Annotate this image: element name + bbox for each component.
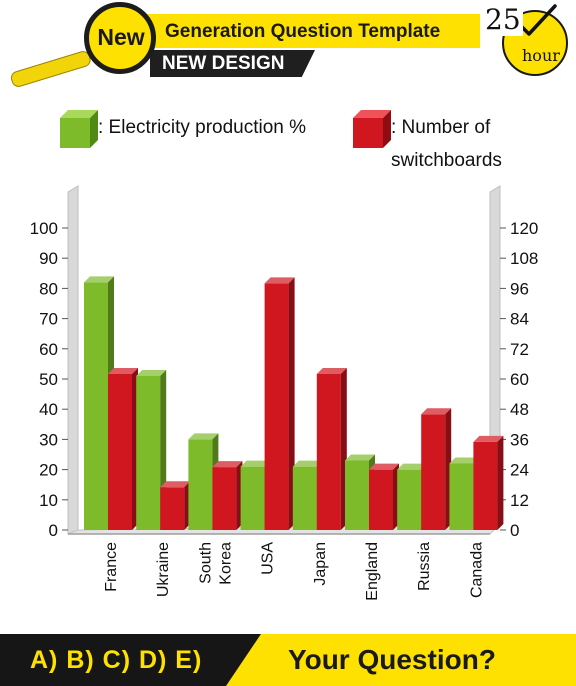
right-axis-tick-label: 108: [510, 249, 538, 268]
magnifier-icon: [84, 2, 156, 74]
header-title: Generation Question Template: [165, 21, 441, 42]
bar-switchboards-5: [369, 463, 399, 530]
legend-swatch-electricity: [60, 110, 98, 148]
category-label: England: [364, 542, 381, 601]
bar-switchboards-2: [212, 461, 243, 530]
bar-switchboards-4: [316, 367, 347, 530]
right-axis-tick-label: 84: [510, 310, 529, 329]
right-axis-tick-label: 12: [510, 491, 529, 510]
right-axis-tick-label: 36: [510, 430, 529, 449]
left-axis-panel: [67, 185, 79, 535]
legend-swatch-switchboards: [353, 110, 391, 148]
left-axis-tick-label: 0: [49, 521, 58, 540]
question-banner: [226, 634, 576, 686]
bar-switchboards-1: [160, 481, 191, 530]
category-label: France: [103, 542, 120, 592]
answer-options: A) B) C) D) E): [30, 646, 203, 674]
legend-label-electricity: : Electricity production %: [98, 117, 307, 138]
bar-switchboards-3: [264, 277, 295, 530]
bar-switchboards-6: [421, 408, 452, 530]
right-axis-tick-label: 24: [510, 461, 529, 480]
title-banner: [110, 14, 480, 48]
category-label: Korea: [217, 542, 234, 585]
legend-label-switchboards-line1: : Number of: [391, 117, 491, 138]
right-axis-tick-label: 96: [510, 279, 529, 298]
left-axis-tick-label: 20: [39, 461, 58, 480]
category-label: Ukraine: [155, 542, 172, 597]
question-text: Your Question?: [288, 644, 496, 675]
category-label: Canada: [468, 542, 485, 598]
right-axis-tick-label: 60: [510, 370, 529, 389]
timer-value: 25: [483, 3, 523, 36]
header-subtitle: NEW DESIGN: [162, 53, 285, 74]
right-axis-tick-label: 48: [510, 400, 529, 419]
category-label: South: [197, 542, 214, 584]
left-axis-tick-label: 80: [39, 279, 58, 298]
header: Generation Question Template NEW DESIGN …: [0, 0, 576, 100]
left-axis-tick-label: 30: [39, 430, 58, 449]
legend-label-switchboards-line2: switchboards: [391, 150, 502, 171]
right-axis-tick-label: 0: [510, 521, 519, 540]
left-axis-tick-label: 100: [30, 219, 58, 238]
bar-switchboards-7: [473, 435, 504, 530]
bar-switchboards-0: [108, 367, 138, 530]
footer: A) B) C) D) E) Your Question?: [0, 634, 576, 686]
right-axis-tick-label: 72: [510, 340, 529, 359]
bar-chart: 0 10 20 30 40 50 60 70 80 90 100 0 12 24 36 48 60 72 84 96 1…: [30, 185, 538, 601]
category-label: USA: [260, 542, 277, 575]
left-axis-tick-label: 60: [39, 340, 58, 359]
category-label: Japan: [312, 542, 329, 586]
left-axis-tick-label: 70: [39, 310, 58, 329]
right-axis-tick-label: 120: [510, 219, 538, 238]
left-axis-tick-label: 40: [39, 400, 58, 419]
subtitle-banner: [150, 50, 315, 77]
timer-unit: hour: [522, 46, 560, 65]
new-badge: New: [97, 24, 145, 50]
left-axis-tick-label: 90: [39, 249, 58, 268]
left-axis-tick-label: 50: [39, 370, 58, 389]
category-label: Russia: [416, 542, 433, 591]
left-axis-tick-label: 10: [39, 491, 58, 510]
